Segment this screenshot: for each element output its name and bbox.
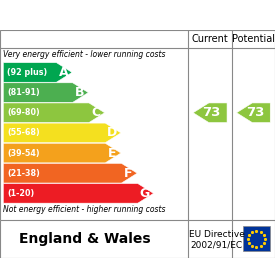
Text: Potential: Potential: [232, 34, 275, 44]
Text: (92 plus): (92 plus): [7, 68, 48, 77]
Text: 2002/91/EC: 2002/91/EC: [191, 240, 243, 249]
Bar: [243, 227, 270, 251]
Text: (55-68): (55-68): [7, 128, 40, 138]
Text: Energy Efficiency Rating: Energy Efficiency Rating: [36, 8, 239, 23]
Text: Not energy efficient - higher running costs: Not energy efficient - higher running co…: [3, 205, 166, 214]
Polygon shape: [3, 163, 137, 183]
Text: 73: 73: [203, 106, 221, 119]
Polygon shape: [3, 143, 121, 163]
Text: Current: Current: [192, 34, 229, 44]
Polygon shape: [236, 103, 270, 123]
Text: E: E: [108, 147, 117, 159]
Polygon shape: [3, 83, 88, 102]
Text: (1-20): (1-20): [7, 189, 35, 198]
Polygon shape: [193, 103, 227, 123]
Text: G: G: [140, 187, 150, 200]
Text: (21-38): (21-38): [7, 169, 40, 178]
Text: C: C: [92, 106, 101, 119]
Text: D: D: [107, 126, 117, 139]
Text: 73: 73: [246, 106, 264, 119]
Text: (39-54): (39-54): [7, 149, 40, 158]
Polygon shape: [3, 63, 72, 82]
Text: England & Wales: England & Wales: [19, 232, 151, 246]
Polygon shape: [3, 103, 104, 123]
Polygon shape: [3, 123, 121, 143]
Text: B: B: [75, 86, 84, 99]
Text: (81-91): (81-91): [7, 88, 40, 97]
Text: F: F: [124, 167, 133, 180]
Polygon shape: [3, 183, 153, 203]
Text: (69-80): (69-80): [7, 108, 40, 117]
Text: EU Directive: EU Directive: [189, 230, 244, 239]
Text: A: A: [59, 66, 68, 79]
Text: Very energy efficient - lower running costs: Very energy efficient - lower running co…: [3, 50, 166, 59]
